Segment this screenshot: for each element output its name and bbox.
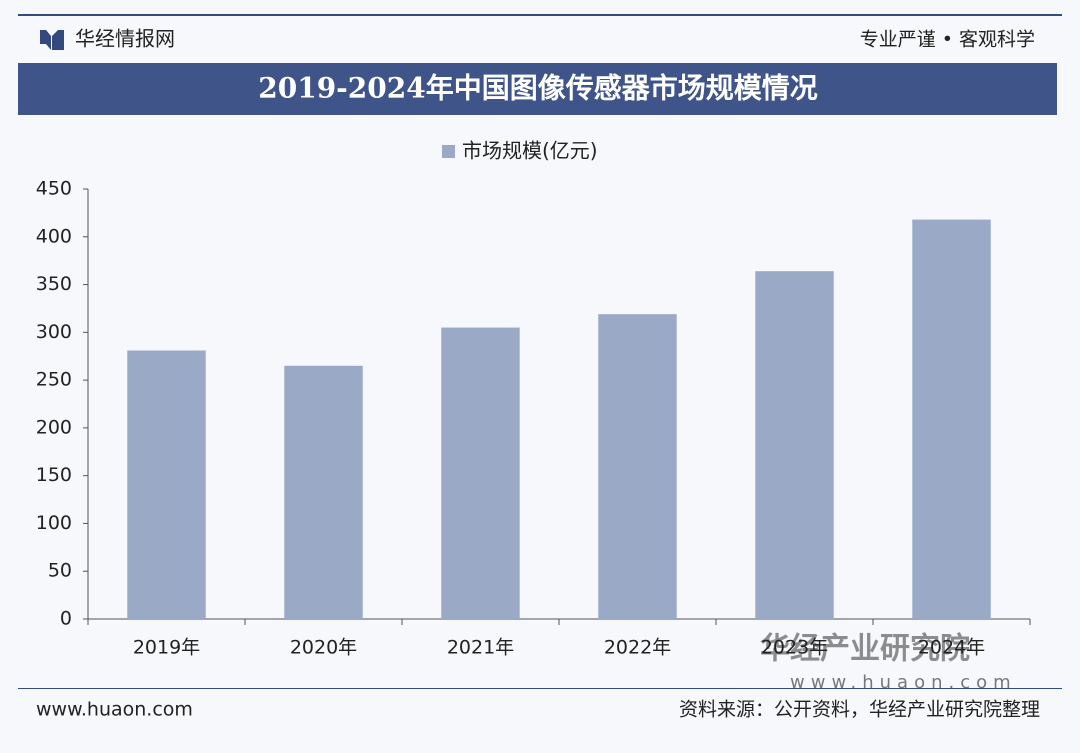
legend-swatch: [442, 145, 455, 158]
y-tick-label: 100: [36, 512, 72, 534]
watermark: 华经产业研究院: [760, 632, 970, 667]
x-tick-label: 2024年: [918, 637, 985, 659]
plot: 市场规模(亿元) 0 50 100 150 200 250 300 350 400 450 2019年…: [36, 139, 1031, 659]
bar: [441, 327, 520, 619]
y-tick-label: 150: [36, 464, 72, 486]
title-band: [18, 63, 1057, 115]
y-tick-label: 250: [36, 369, 72, 391]
logo: [40, 30, 64, 50]
x-tick-label: 2021年: [447, 637, 514, 659]
bar: [598, 314, 677, 619]
y-tick-label: 300: [36, 321, 72, 343]
bar: [127, 350, 206, 619]
footer-source: 资料来源：公开资料，华经产业研究院整理: [679, 699, 1040, 721]
watermark-site: www.huaon.com: [790, 672, 1017, 693]
footer-rule: [18, 688, 1062, 689]
bar: [284, 365, 363, 619]
x-tick-label: 2022年: [604, 637, 671, 659]
x-tick-label: 2019年: [133, 637, 200, 659]
y-tick-label: 350: [36, 273, 72, 295]
bar: [912, 219, 991, 620]
y-tick-label: 400: [36, 225, 72, 247]
x-tick-label: 2023年: [761, 637, 828, 659]
x-tick-label: 2020年: [290, 637, 357, 659]
bar: [755, 271, 834, 619]
brand: 华经情报网: [75, 27, 175, 51]
tagline: 专业严谨 • 客观科学: [860, 29, 1035, 51]
y-tick-label: 0: [60, 608, 72, 630]
chart-title: 2019-2024年中国图像传感器市场规模情况: [258, 72, 817, 105]
y-tick-label: 200: [36, 416, 72, 438]
y-tick-label: 450: [36, 178, 72, 200]
top-rule: [18, 14, 1062, 16]
footer-website: www.huaon.com: [36, 699, 193, 721]
y-tick-label: 50: [48, 560, 72, 582]
legend-label: 市场规模(亿元): [462, 139, 598, 163]
